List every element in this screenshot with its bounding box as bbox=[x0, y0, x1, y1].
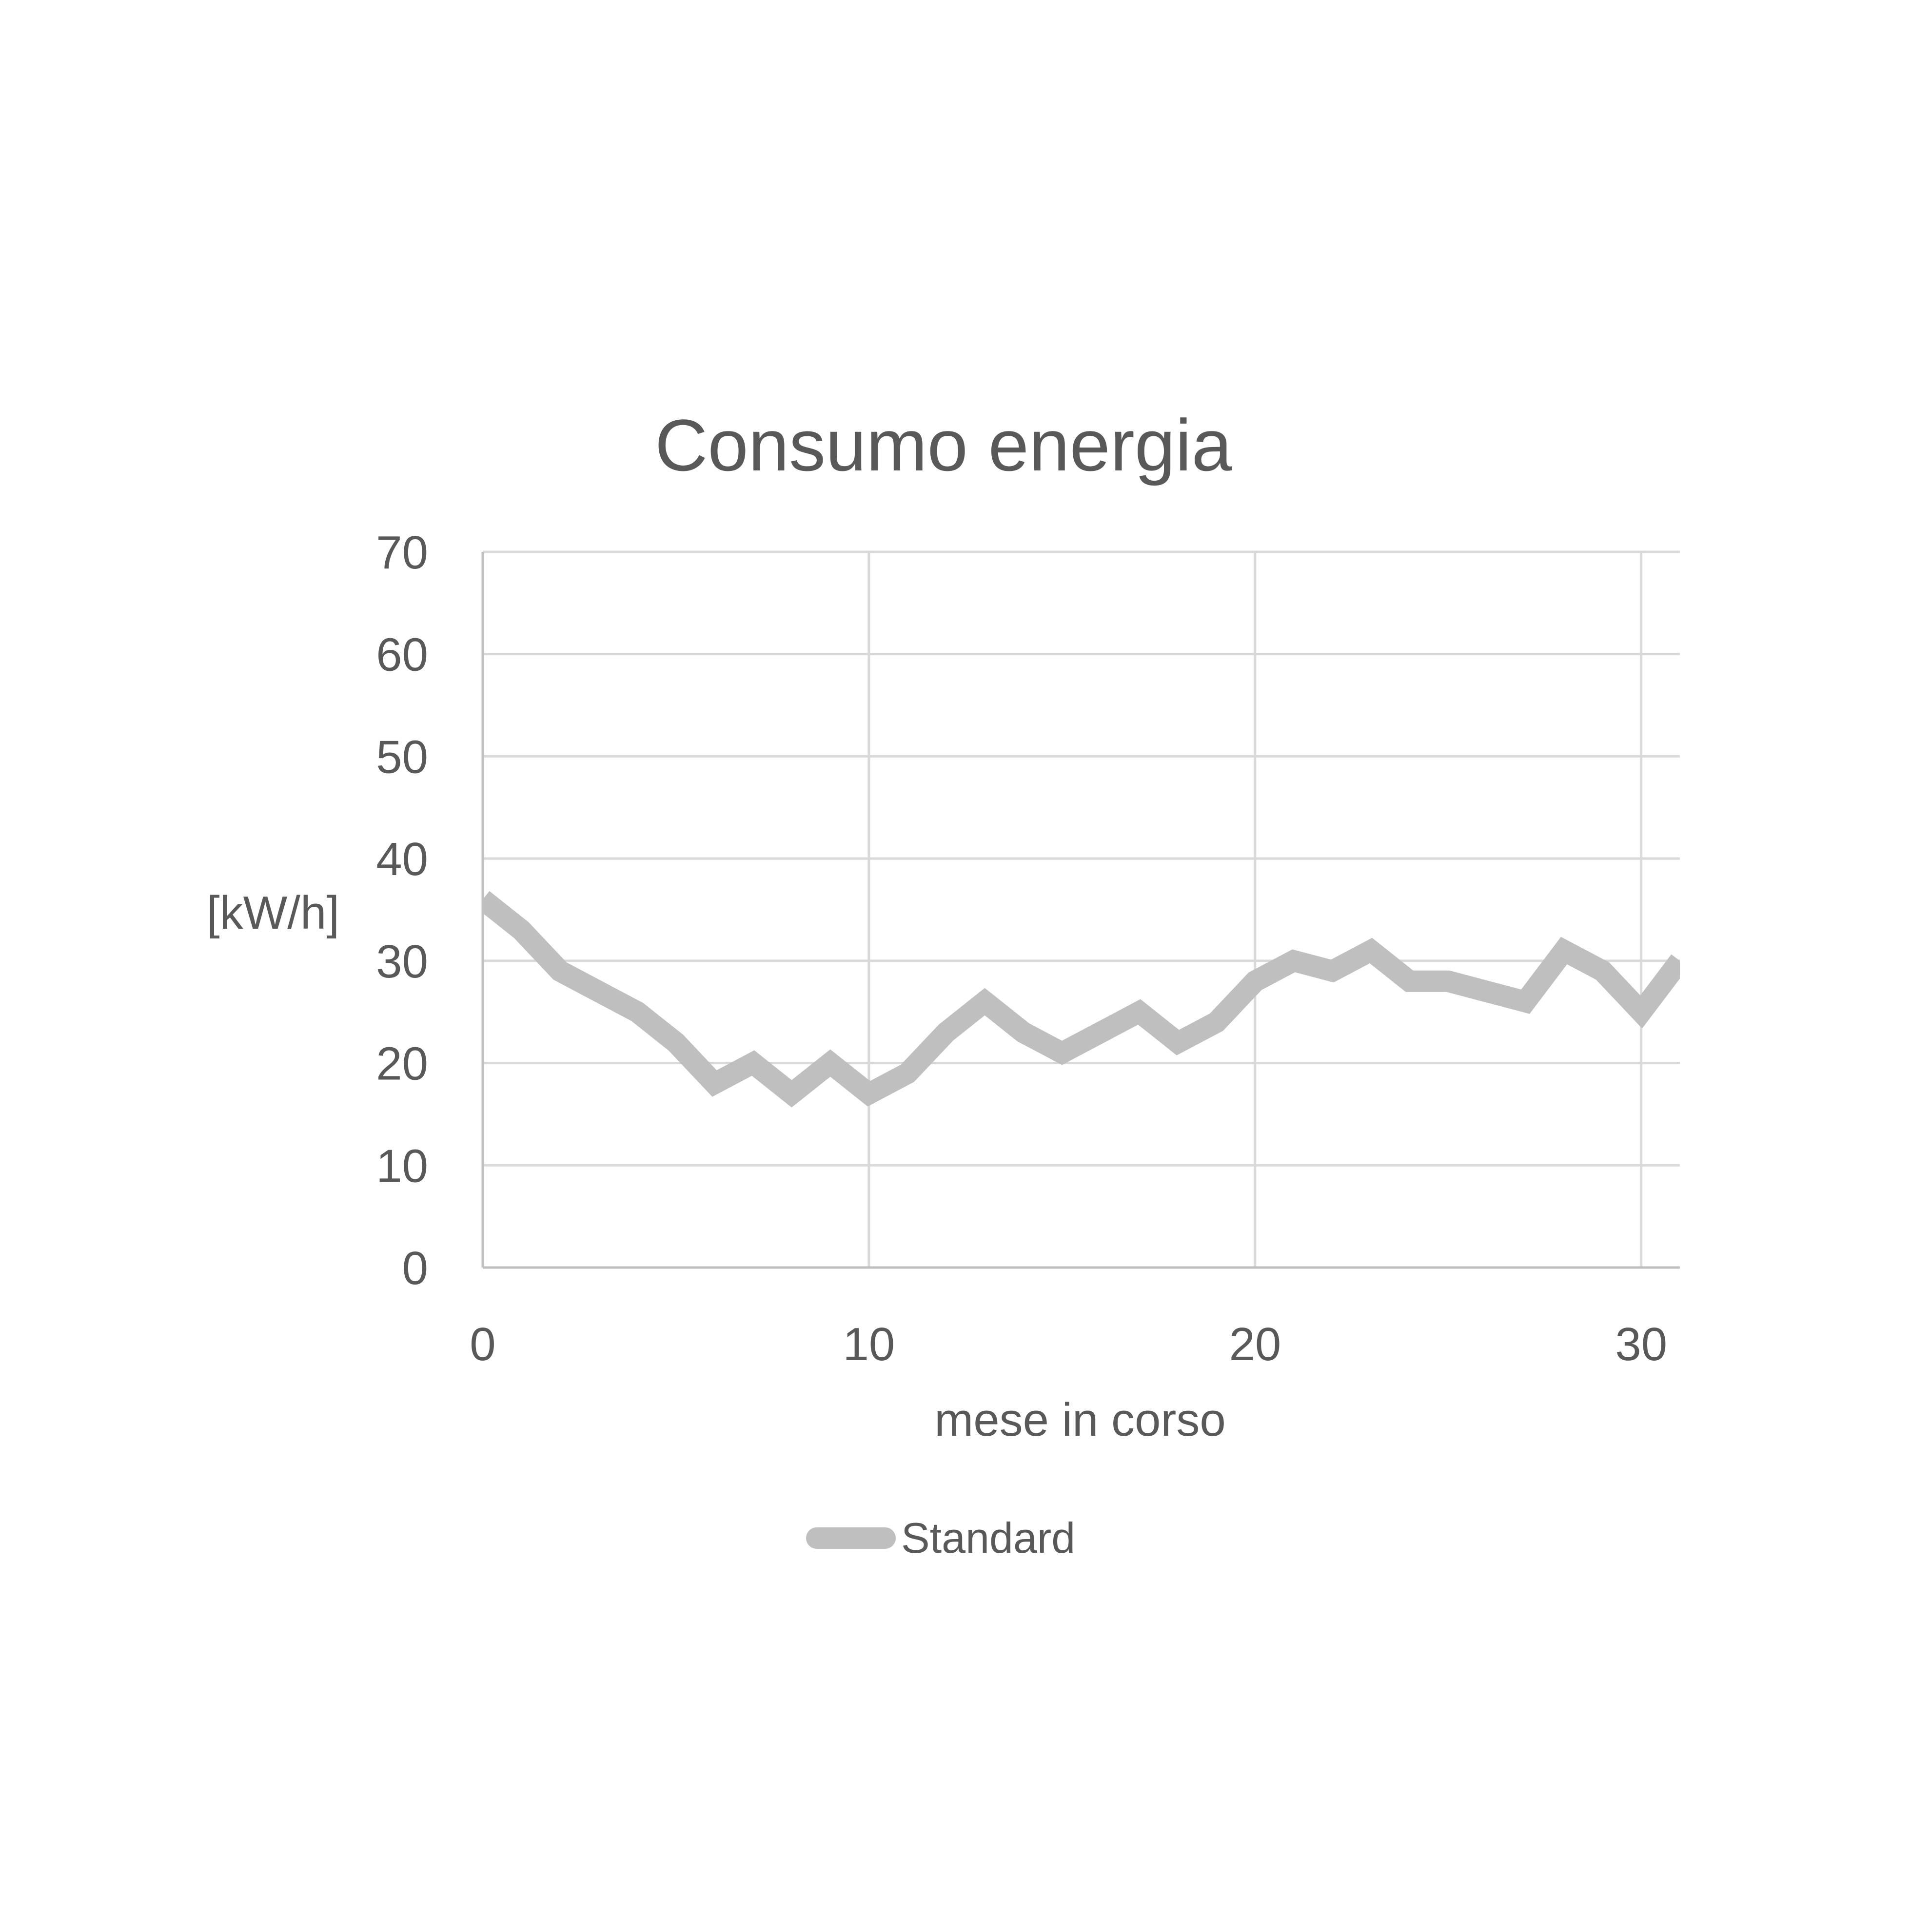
legend: Standard bbox=[806, 1514, 1075, 1562]
y-tick-label-10: 10 bbox=[376, 1140, 428, 1192]
y-tick-label-30: 30 bbox=[376, 936, 428, 988]
x-tick-label-30: 30 bbox=[1615, 1318, 1667, 1370]
y-tick-label-40: 40 bbox=[376, 833, 428, 885]
chart-title: Consumo energia bbox=[655, 404, 1233, 486]
series-line-standard bbox=[483, 891, 1680, 1108]
y-tick-label-60: 60 bbox=[376, 629, 428, 681]
y-tick-label-20: 20 bbox=[376, 1038, 428, 1090]
x-tick-label-10: 10 bbox=[843, 1318, 895, 1370]
legend-label-standard: Standard bbox=[901, 1514, 1075, 1562]
y-tick-label-70: 70 bbox=[376, 527, 428, 579]
y-tick-label-0: 0 bbox=[402, 1242, 428, 1294]
x-axis-title: mese in corso bbox=[934, 1394, 1226, 1446]
x-tick-label-0: 0 bbox=[470, 1318, 495, 1370]
x-tick-label-20: 20 bbox=[1229, 1318, 1281, 1370]
series-lines bbox=[483, 891, 1680, 1108]
x-tick-labels: 0 10 20 30 bbox=[470, 1318, 1667, 1370]
axes bbox=[481, 552, 1680, 1269]
gridlines bbox=[483, 550, 1680, 1268]
y-tick-labels: 0 10 20 30 40 50 60 70 bbox=[376, 527, 428, 1294]
y-tick-label-50: 50 bbox=[376, 731, 428, 783]
y-axis-title: [kW/h] bbox=[207, 887, 339, 939]
